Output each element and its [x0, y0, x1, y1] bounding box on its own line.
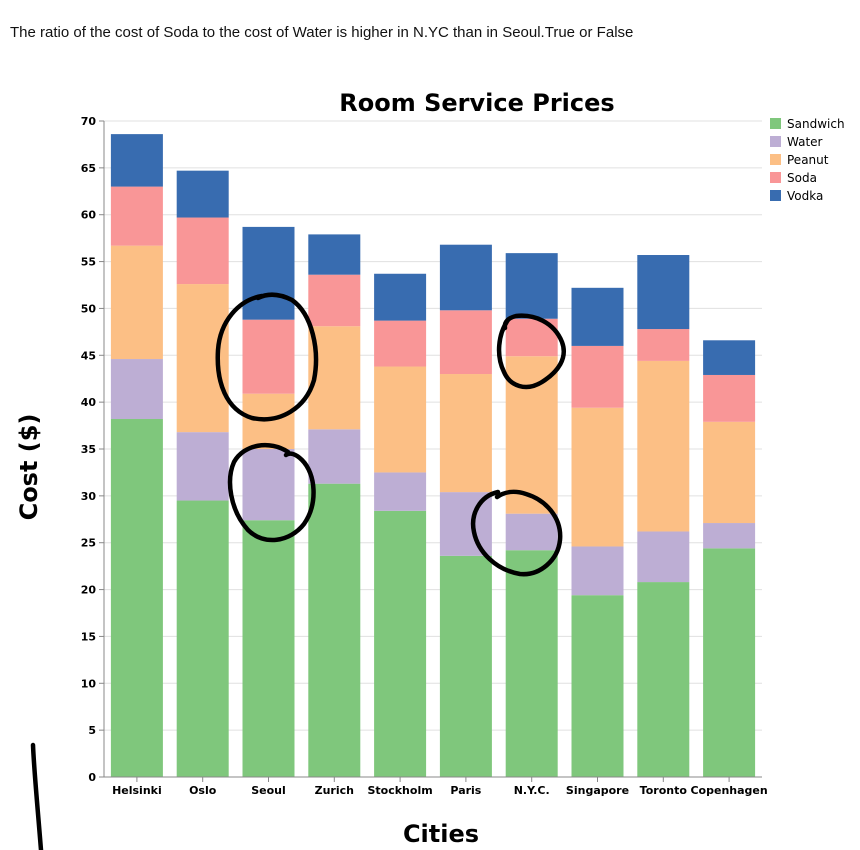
legend-swatch-soda — [770, 172, 781, 183]
bar-soda-toronto — [637, 329, 690, 361]
y-tick-label: 10 — [81, 677, 97, 690]
bar-peanut-singapore — [571, 407, 624, 547]
bar-water-zurich — [308, 429, 361, 484]
bar-soda-helsinki — [110, 186, 163, 246]
bar-sandwich-oslo — [176, 500, 229, 777]
bar-vodka-nyc — [505, 253, 558, 319]
y-tick-label: 15 — [81, 630, 96, 643]
bar-vodka-oslo — [176, 170, 229, 218]
bar-water-stockholm — [374, 472, 427, 511]
bar-sandwich-helsinki — [110, 419, 163, 777]
legend-swatch-vodka — [770, 190, 781, 201]
y-tick-label: 25 — [81, 537, 96, 550]
y-tick-label: 60 — [81, 209, 97, 222]
bars — [110, 134, 756, 777]
y-tick-label: 55 — [81, 256, 96, 269]
ink-annotations — [30, 292, 566, 850]
y-tick-label: 50 — [81, 302, 97, 315]
bar-vodka-paris — [439, 244, 492, 311]
bar-sandwich-stockholm — [374, 510, 427, 777]
y-axis-title: Cost ($) — [15, 414, 43, 521]
bar-water-seoul — [242, 449, 295, 521]
x-tick-label: N.Y.C. — [514, 784, 550, 797]
y-tick-label: 70 — [81, 115, 97, 128]
bar-sandwich-seoul — [242, 520, 295, 777]
y-tick-label: 30 — [81, 490, 97, 503]
x-axis-title: Cities — [403, 820, 479, 848]
bar-vodka-singapore — [571, 287, 624, 346]
bar-peanut-paris — [439, 374, 492, 493]
legend-label-vodka: Vodka — [787, 189, 823, 203]
legend-label-peanut: Peanut — [787, 153, 829, 167]
legend-label-soda: Soda — [787, 171, 817, 185]
bar-vodka-copenhagen — [703, 340, 756, 375]
y-tick-label: 20 — [81, 584, 97, 597]
bar-vodka-helsinki — [110, 134, 163, 187]
bar-water-copenhagen — [703, 523, 756, 549]
y-tick-label: 0 — [88, 771, 96, 784]
bar-vodka-seoul — [242, 226, 295, 320]
bar-peanut-helsinki — [110, 245, 163, 360]
bar-water-singapore — [571, 546, 624, 596]
y-tick-label: 5 — [88, 724, 96, 737]
bar-water-nyc — [505, 513, 558, 551]
y-tick-label: 40 — [81, 396, 97, 409]
x-tick-label: Paris — [450, 784, 481, 797]
chart-title: Room Service Prices — [339, 89, 614, 117]
x-tick-label: Singapore — [566, 784, 629, 797]
legend-swatch-sandwich — [770, 118, 781, 129]
ink-stroke-left-margin — [30, 742, 44, 850]
ink-circle-nyc-soda — [496, 313, 566, 390]
axes: 0 5 10 15 20 25 30 35 40 45 50 55 60 65 70 Helsinki Oslo… — [81, 115, 768, 797]
y-tick-label: 45 — [81, 349, 96, 362]
bar-sandwich-copenhagen — [703, 548, 756, 777]
bar-water-helsinki — [110, 359, 163, 420]
ink-circle-seoul-soda — [215, 292, 319, 422]
bar-soda-oslo — [176, 217, 229, 285]
legend-swatch-water — [770, 136, 781, 147]
question-text: The ratio of the cost of Soda to the cos… — [10, 24, 634, 41]
bar-sandwich-nyc — [505, 550, 558, 777]
x-tick-label: Stockholm — [367, 784, 432, 797]
bar-sandwich-toronto — [637, 582, 690, 777]
legend-label-sandwich: Sandwich — [787, 117, 845, 131]
bar-sandwich-singapore — [571, 595, 624, 777]
bar-sandwich-paris — [439, 555, 492, 777]
x-tick-label: Copenhagen — [690, 784, 767, 797]
legend-swatch-peanut — [770, 154, 781, 165]
x-tick-label: Zurich — [315, 784, 354, 797]
legend-label-water: Water — [787, 135, 823, 149]
bar-sandwich-zurich — [308, 483, 361, 777]
bar-soda-singapore — [571, 345, 624, 408]
bar-soda-copenhagen — [703, 374, 756, 422]
bar-soda-zurich — [308, 274, 361, 327]
x-tick-label: Seoul — [251, 784, 286, 797]
legend: Sandwich Water Peanut Soda Vodka — [770, 117, 845, 203]
bar-vodka-stockholm — [374, 273, 427, 321]
ink-circle-nyc-water — [470, 489, 563, 577]
bar-peanut-stockholm — [374, 366, 427, 473]
bar-peanut-copenhagen — [703, 421, 756, 524]
bar-vodka-zurich — [308, 234, 361, 275]
y-tick-label: 65 — [81, 162, 96, 175]
x-tick-label: Toronto — [640, 784, 688, 797]
bar-vodka-toronto — [637, 255, 690, 330]
x-tick-label: Helsinki — [112, 784, 162, 797]
bar-soda-seoul — [242, 319, 295, 394]
bar-water-oslo — [176, 432, 229, 501]
ink-circle-seoul-water — [227, 443, 316, 543]
x-tick-label: Oslo — [189, 784, 217, 797]
bar-soda-stockholm — [374, 320, 427, 367]
bar-water-toronto — [637, 531, 690, 583]
bar-peanut-oslo — [176, 284, 229, 433]
y-tick-label: 35 — [81, 443, 96, 456]
bar-peanut-toronto — [637, 360, 690, 532]
bar-soda-paris — [439, 310, 492, 375]
